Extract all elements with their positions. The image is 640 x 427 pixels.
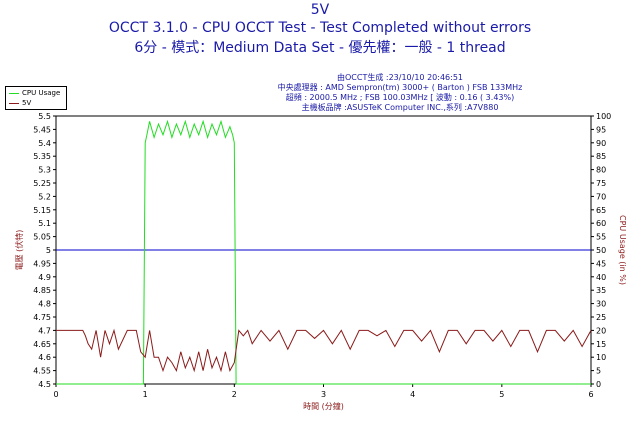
y-right-tick-label: 80 [596,166,606,175]
series-line-cpu-usage [56,119,591,385]
y-right-axis-label: CPU Usage (in %) [618,215,627,285]
x-tick-label: 5 [499,390,504,399]
y-left-tick-label: 4.95 [33,259,51,268]
chart-legend: CPU Usage 5V [5,86,67,110]
y-right-tick-label: 5 [596,367,601,376]
legend-label-5v: 5V [22,99,32,107]
x-axis-label: 時間 (分鐘) [303,401,344,411]
y-left-tick-label: 4.9 [38,273,51,282]
y-left-tick-label: 4.65 [33,340,51,349]
chart-title-voltage: 5V [310,2,330,18]
info-cpu: 中央處理器 : AMD Sempron(tm) 3000+ ( Barton )… [277,83,523,92]
y-right-tick-label: 45 [596,259,606,268]
y-left-tick-label: 5.15 [33,206,51,215]
y-left-tick-label: 4.7 [38,326,51,335]
y-right-tick-label: 90 [596,139,606,148]
legend-swatch-cpu-usage [9,92,19,94]
x-tick-label: 0 [53,390,58,399]
y-right-tick-label: 55 [596,233,606,242]
y-right-tick-label: 25 [596,313,606,322]
y-right-tick-label: 75 [596,179,606,188]
y-left-tick-label: 4.6 [38,353,51,362]
y-right-tick-label: 15 [596,340,606,349]
y-left-tick-label: 4.85 [33,286,51,295]
x-tick-label: 1 [143,390,148,399]
info-generated: 由OCCT生成 :23/10/10 20:46:51 [337,73,463,82]
y-left-tick-label: 5.4 [38,139,51,148]
y-left-tick-label: 5 [46,246,51,255]
y-left-tick-label: 5.25 [33,179,51,188]
y-left-tick-label: 4.75 [33,313,51,322]
y-left-tick-label: 5.3 [38,166,51,175]
y-left-tick-label: 5.1 [38,219,51,228]
y-right-tick-label: 30 [596,300,606,309]
y-right-tick-label: 60 [596,219,606,228]
x-tick-label: 2 [232,390,237,399]
y-left-axis-label: 電壓 (伏特) [14,230,24,271]
y-left-tick-label: 5.05 [33,233,51,242]
legend-item-cpu-usage: CPU Usage [9,88,60,98]
info-overclock: 超頻 : 2000.5 MHz ; FSB 100.03MHz [ 波動 : 0… [285,93,515,102]
series-line-5v [56,328,592,373]
y-left-tick-label: 5.2 [38,192,51,201]
x-tick-label: 6 [588,390,593,399]
y-left-tick-label: 4.8 [38,300,51,309]
y-right-tick-label: 70 [596,192,606,201]
y-right-tick-label: 0 [596,380,601,389]
y-right-tick-label: 100 [596,112,611,121]
y-right-tick-label: 50 [596,246,606,255]
x-tick-label: 4 [410,390,415,399]
y-left-tick-label: 4.5 [38,380,51,389]
x-tick-label: 3 [321,390,326,399]
y-left-tick-label: 5.5 [38,112,51,121]
y-right-tick-label: 65 [596,206,606,215]
chart-title-mode: 6分 - 模式：Medium Data Set - 優先權：一般 - 1 thr… [134,40,506,56]
y-left-tick-label: 4.55 [33,367,51,376]
info-motherboard: 主機板品牌 :ASUSTeK Computer INC.,系列 :A7V880 [301,103,499,112]
legend-item-5v: 5V [9,98,31,108]
chart-title-test: OCCT 3.1.0 - CPU OCCT Test - Test Comple… [108,20,532,36]
y-right-tick-label: 10 [596,353,606,362]
y-right-tick-label: 95 [596,125,606,134]
y-right-tick-label: 40 [596,273,606,282]
y-right-tick-label: 85 [596,152,606,161]
y-right-tick-label: 35 [596,286,606,295]
legend-swatch-5v [9,102,19,104]
y-left-tick-label: 5.45 [33,125,51,134]
y-left-tick-label: 5.35 [33,152,51,161]
y-right-tick-label: 20 [596,326,606,335]
legend-label-cpu-usage: CPU Usage [22,89,61,97]
